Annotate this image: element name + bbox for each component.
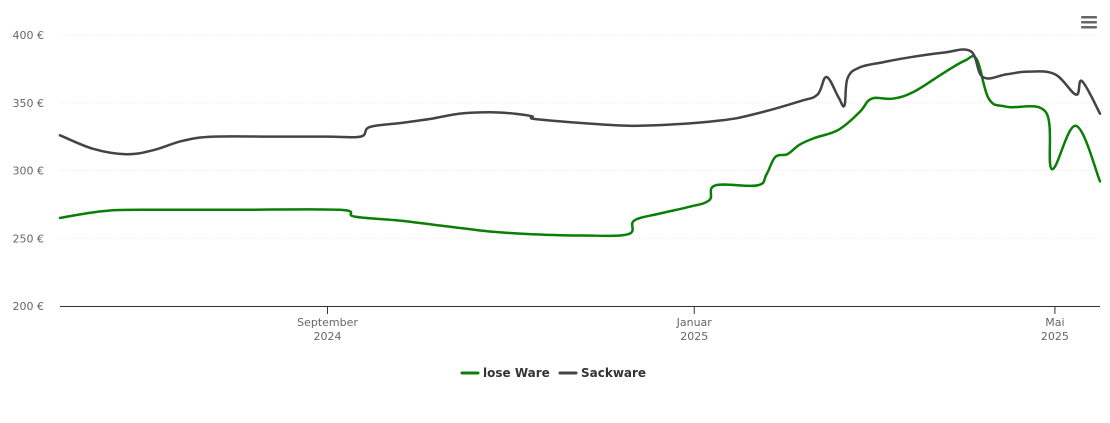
legend-label: Sackware	[581, 366, 646, 380]
series-line-0	[58, 54, 1102, 238]
series-lines	[58, 48, 1102, 238]
legend-item[interactable]: Sackware	[558, 366, 646, 380]
y-tick-label: 400 €	[13, 29, 45, 42]
series-line-1	[58, 48, 1102, 156]
x-tick-year: 2024	[314, 330, 342, 343]
legend: lose Ware Sackware	[460, 366, 646, 380]
y-axis: 200 € 250 € 300 € 350 € 400 €	[13, 29, 45, 313]
x-tick-month: Mai	[1045, 316, 1064, 329]
y-tick-label: 300 €	[13, 165, 45, 178]
y-tick-label: 250 €	[13, 232, 45, 245]
x-tick-year: 2025	[680, 330, 708, 343]
legend-item[interactable]: lose Ware	[460, 366, 550, 380]
x-tick-month: September	[297, 316, 358, 329]
legend-label: lose Ware	[483, 366, 550, 380]
y-tick-label: 350 €	[13, 97, 45, 110]
y-tick-label: 200 €	[13, 300, 45, 313]
x-tick-year: 2025	[1041, 330, 1069, 343]
chart-menu-button[interactable]	[1080, 14, 1098, 30]
grid-lines	[60, 34, 1100, 239]
x-tick-month: Januar	[676, 316, 713, 329]
hamburger-menu-icon	[1081, 16, 1097, 29]
